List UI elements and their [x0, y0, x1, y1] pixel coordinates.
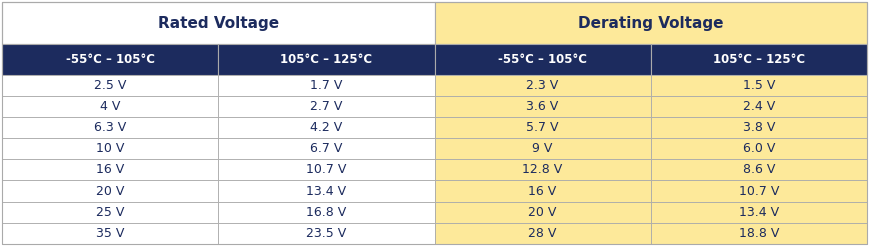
Text: 1.7 V: 1.7 V [310, 79, 342, 92]
Text: 3.6 V: 3.6 V [527, 100, 559, 113]
Bar [2, 223, 218, 244]
Bar [434, 2, 867, 44]
Bar [434, 138, 651, 159]
Bar [218, 181, 434, 202]
Text: 4 V: 4 V [100, 100, 120, 113]
Text: 8.6 V: 8.6 V [743, 163, 775, 176]
Bar [218, 96, 434, 117]
Text: 20 V: 20 V [96, 184, 124, 198]
Text: 13.4 V: 13.4 V [739, 206, 779, 219]
Text: 3.8 V: 3.8 V [743, 121, 775, 134]
Bar [651, 44, 867, 75]
Bar [434, 159, 651, 181]
Bar [651, 96, 867, 117]
Text: 35 V: 35 V [96, 227, 124, 240]
Bar [651, 138, 867, 159]
Bar [434, 44, 651, 75]
Bar [2, 96, 218, 117]
Text: 105°C – 125°C: 105°C – 125°C [281, 53, 373, 66]
Text: 6.3 V: 6.3 V [94, 121, 126, 134]
Bar [2, 44, 218, 75]
Bar [651, 75, 867, 96]
Bar [651, 159, 867, 181]
Text: 6.7 V: 6.7 V [310, 142, 342, 155]
Bar [651, 202, 867, 223]
Text: 10 V: 10 V [96, 142, 124, 155]
Text: 16 V: 16 V [96, 163, 124, 176]
Text: 10.7 V: 10.7 V [739, 184, 779, 198]
Bar [218, 223, 434, 244]
Text: 18.8 V: 18.8 V [739, 227, 779, 240]
Bar [218, 117, 434, 138]
Text: 4.2 V: 4.2 V [310, 121, 342, 134]
Bar [2, 75, 218, 96]
Bar [2, 159, 218, 181]
Bar [2, 2, 434, 44]
Text: 16 V: 16 V [528, 184, 557, 198]
Bar [218, 138, 434, 159]
Bar [2, 117, 218, 138]
Bar [218, 202, 434, 223]
Text: -55°C – 105°C: -55°C – 105°C [66, 53, 155, 66]
Text: -55°C – 105°C: -55°C – 105°C [498, 53, 587, 66]
Bar [218, 75, 434, 96]
Text: 20 V: 20 V [528, 206, 557, 219]
Bar [651, 223, 867, 244]
Bar [434, 96, 651, 117]
Bar [434, 223, 651, 244]
Bar [651, 181, 867, 202]
Text: 1.5 V: 1.5 V [743, 79, 775, 92]
Bar [434, 75, 651, 96]
Text: 23.5 V: 23.5 V [306, 227, 347, 240]
Text: 13.4 V: 13.4 V [306, 184, 347, 198]
Text: 28 V: 28 V [528, 227, 557, 240]
Text: 105°C – 125°C: 105°C – 125°C [713, 53, 805, 66]
Text: 9 V: 9 V [533, 142, 553, 155]
Bar [218, 44, 434, 75]
Bar [434, 202, 651, 223]
Bar [2, 138, 218, 159]
Text: 2.3 V: 2.3 V [527, 79, 559, 92]
Bar [2, 181, 218, 202]
Text: Derating Voltage: Derating Voltage [578, 16, 724, 31]
Bar [2, 202, 218, 223]
Bar [218, 159, 434, 181]
Text: 16.8 V: 16.8 V [306, 206, 347, 219]
Text: 6.0 V: 6.0 V [743, 142, 775, 155]
Text: 2.7 V: 2.7 V [310, 100, 342, 113]
Text: Rated Voltage: Rated Voltage [157, 16, 279, 31]
Bar [651, 117, 867, 138]
Text: 10.7 V: 10.7 V [306, 163, 347, 176]
Text: 2.4 V: 2.4 V [743, 100, 775, 113]
Text: 25 V: 25 V [96, 206, 124, 219]
Text: 12.8 V: 12.8 V [522, 163, 563, 176]
Bar [434, 117, 651, 138]
Text: 2.5 V: 2.5 V [94, 79, 126, 92]
Bar [434, 181, 651, 202]
Text: 5.7 V: 5.7 V [527, 121, 559, 134]
